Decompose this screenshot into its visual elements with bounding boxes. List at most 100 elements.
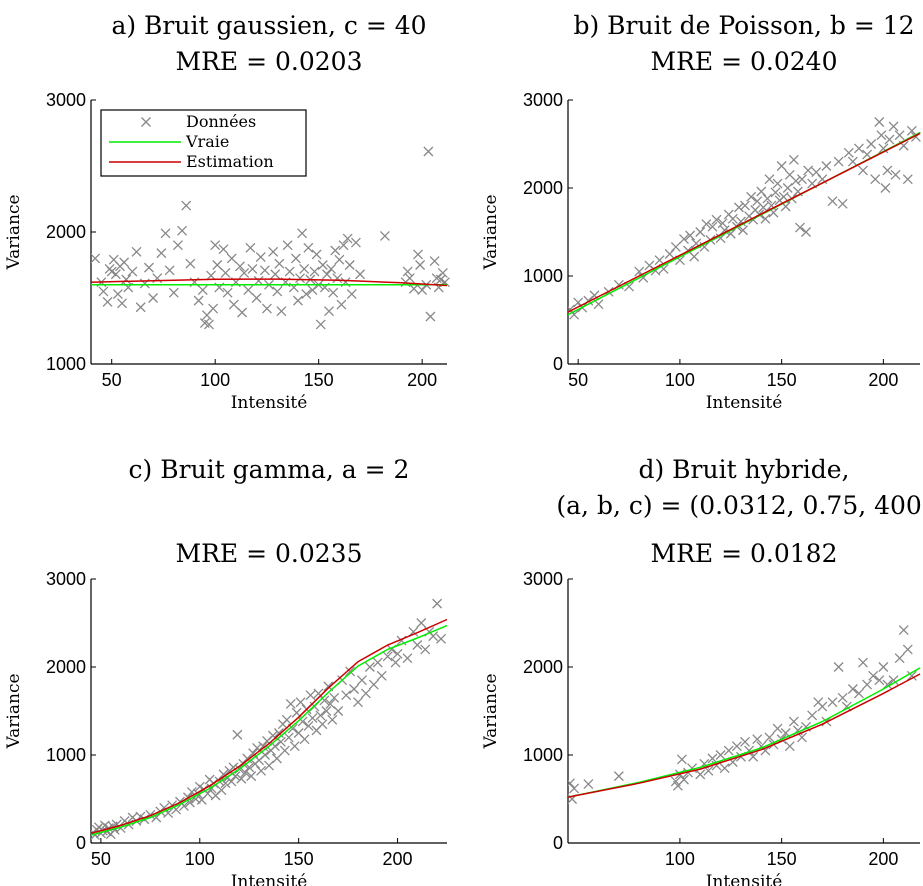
data-point-marker	[212, 260, 223, 270]
data-point-marker	[876, 130, 887, 141]
true-curve-line	[568, 667, 921, 798]
data-point-marker	[102, 297, 113, 307]
data-point-marker	[324, 306, 334, 317]
data-point-marker	[740, 736, 750, 747]
data-point-marker	[689, 251, 700, 262]
data-point-marker	[790, 176, 801, 186]
data-point-marker	[131, 246, 142, 257]
data-point-marker	[293, 295, 303, 306]
data-point-marker	[303, 242, 314, 253]
data-point-marker	[364, 662, 375, 672]
data-point-marker	[334, 254, 345, 265]
data-point-marker	[303, 721, 314, 731]
data-point-marker	[326, 264, 337, 274]
x-tick-label: 200	[383, 849, 413, 869]
y-tick-label: 2000	[46, 222, 86, 242]
data-point-marker	[313, 688, 324, 699]
data-point-marker	[854, 688, 864, 699]
data-point-marker	[392, 648, 403, 659]
data-point-marker	[372, 657, 383, 668]
data-point-marker	[803, 165, 814, 176]
x-tick-label: 150	[767, 849, 797, 869]
data-point-marker	[843, 147, 854, 158]
data-point-marker	[817, 701, 828, 712]
data-point-marker	[350, 237, 361, 248]
legend-label: Données	[186, 112, 256, 131]
chart-panel-4: d) Bruit hybride, (a, b, c) = (0.0312, 0.…	[481, 455, 923, 886]
x-tick-label: 100	[665, 849, 695, 869]
chart-title-line: c) Bruit gamma, a = 2	[129, 455, 410, 484]
data-point-marker	[884, 134, 895, 145]
data-point-marker	[297, 228, 308, 239]
data-point-marker	[330, 245, 341, 256]
data-point-marker	[270, 269, 281, 280]
data-point-marker	[770, 187, 781, 198]
data-point-marker	[185, 258, 196, 269]
data-point-marker	[756, 186, 767, 197]
data-point-marker	[247, 264, 258, 274]
data-point-marker	[267, 730, 278, 741]
data-point-marker	[685, 230, 696, 241]
data-point-marker	[346, 289, 357, 299]
data-point-marker	[283, 732, 294, 743]
data-point-marker	[719, 225, 730, 236]
data-point-marker	[695, 227, 706, 237]
data-point-marker	[197, 285, 208, 296]
data-point-marker	[568, 778, 575, 789]
data-point-marker	[837, 198, 848, 209]
data-point-marker	[847, 684, 858, 694]
data-point-marker	[740, 200, 750, 211]
data-point-marker	[794, 222, 805, 233]
data-point-marker	[862, 679, 873, 690]
plot-area	[91, 146, 450, 330]
data-point-marker	[251, 293, 262, 303]
data-point-marker	[788, 154, 799, 165]
data-point-marker	[715, 233, 726, 244]
data-point-marker	[811, 167, 822, 178]
data-point-marker	[695, 769, 706, 780]
data-point-marker	[432, 598, 443, 609]
data-point-marker	[271, 753, 282, 764]
data-point-marker	[171, 804, 182, 815]
data-point-marker	[160, 228, 171, 239]
chart-title-line: a) Bruit gaussien, c = 40	[111, 11, 426, 40]
data-point-marker	[321, 706, 332, 716]
data-point-marker	[353, 697, 363, 708]
data-point-marker	[379, 231, 390, 241]
data-point-marker	[906, 125, 917, 136]
x-tick-label: 50	[91, 849, 111, 869]
data-point-marker	[878, 143, 889, 154]
data-point-marker	[417, 285, 428, 296]
data-point-marker	[404, 273, 415, 284]
data-point-marker	[707, 753, 718, 764]
data-point-marker	[172, 240, 183, 251]
x-axis-label: Intensité	[706, 393, 783, 413]
data-point-marker	[727, 213, 738, 224]
data-point-marker	[717, 218, 728, 229]
data-point-marker	[341, 690, 352, 701]
data-point-marker	[163, 808, 174, 819]
data-point-marker	[156, 248, 167, 259]
data-point-marker	[707, 221, 718, 232]
data-point-marker	[344, 260, 355, 270]
x-tick-label: 50	[568, 370, 588, 390]
plot-area	[568, 117, 921, 320]
legend-label: Estimation	[186, 152, 274, 171]
data-point-marker	[882, 165, 893, 176]
y-tick-label: 3000	[523, 90, 563, 110]
data-point-marker	[413, 249, 423, 260]
y-tick-label: 2000	[523, 178, 563, 198]
data-point-marker	[589, 290, 600, 301]
data-point-marker	[654, 255, 665, 266]
data-point-marker	[894, 130, 905, 141]
data-point-marker	[345, 666, 356, 677]
data-point-marker	[583, 779, 594, 789]
data-point-marker	[902, 174, 913, 185]
data-point-marker	[425, 311, 436, 322]
data-point-marker	[289, 741, 300, 752]
data-point-marker	[98, 286, 109, 297]
data-point-marker	[168, 287, 179, 298]
data-point-marker	[253, 275, 264, 286]
x-tick-label: 150	[284, 849, 314, 869]
